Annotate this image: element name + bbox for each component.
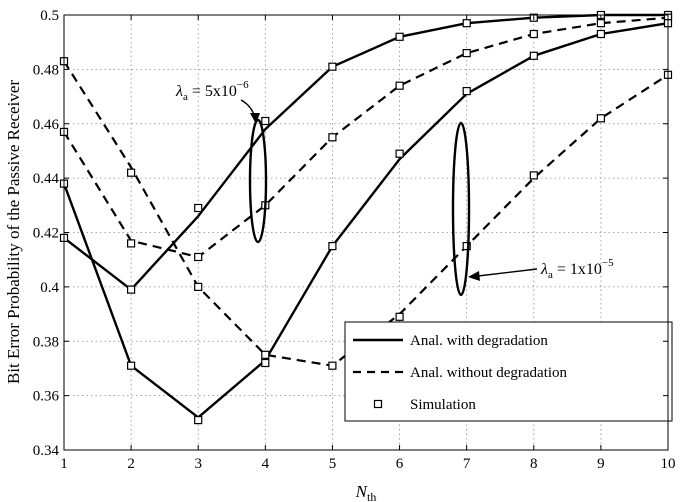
simulation-point — [462, 86, 471, 96]
y-tick-label: 0.46 — [33, 117, 60, 133]
x-tick-label: 6 — [396, 456, 404, 472]
simulation-point — [395, 81, 404, 90]
anno-lambda-symbol: λ — [540, 261, 548, 278]
series-line-solid-lambda-5e-6 — [63, 13, 668, 291]
simulation-point — [194, 203, 203, 213]
x-tick-label: 3 — [194, 456, 202, 472]
x-tick-label: 2 — [127, 456, 135, 472]
x-tick-label: 5 — [329, 456, 337, 472]
annotation-lambda-1e-5: λa = 1x10−5 — [540, 257, 614, 281]
simulation-point — [126, 239, 136, 248]
y-tick-label: 0.48 — [33, 62, 59, 78]
simulation-point — [261, 116, 270, 126]
arrowhead-lambda-5e-6 — [250, 113, 260, 124]
anno-lambda-sub: a — [183, 91, 188, 103]
arrow-lambda-1e-5 — [477, 268, 538, 277]
legend-label-with-degradation: Anal. with degradation — [410, 333, 548, 349]
simulation-point — [395, 32, 404, 41]
anno-lambda-exp: −5 — [602, 257, 614, 269]
simulation-point — [194, 416, 203, 425]
y-tick-label: 0.4 — [40, 280, 59, 296]
anno-lambda-value: = 1x10 — [553, 261, 602, 278]
simulation-point — [462, 19, 471, 28]
simulation-point — [126, 168, 136, 177]
simulation-point — [395, 312, 404, 321]
simulation-point — [126, 361, 136, 370]
simulation-point — [194, 252, 203, 262]
annotation-arrows — [240, 99, 538, 281]
simulation-point — [596, 19, 606, 28]
ellipse-lambda-1e-5 — [451, 121, 471, 297]
simulation-point — [529, 51, 538, 60]
simulation-point — [328, 361, 337, 370]
x-axis-label-sub: th — [367, 490, 376, 502]
anno-lambda-value: = 5x10 — [188, 83, 237, 100]
simulation-point — [261, 350, 270, 359]
ellipse-annotations — [248, 118, 471, 297]
simulation-point — [126, 285, 136, 294]
simulation-point — [462, 242, 471, 251]
simulation-point — [596, 114, 606, 123]
series-line-dashed-lambda-5e-6 — [63, 16, 669, 259]
axis-ticks: 1 2 3 4 5 6 7 8 9 10 0.34 0.36 0.38 0.4 0.42 0.44 0.46 0.… — [33, 8, 676, 472]
simulation-point — [261, 358, 270, 368]
arrowhead-lambda-1e-5 — [468, 271, 480, 281]
y-tick-label: 0.44 — [33, 171, 60, 187]
simulation-point — [395, 149, 404, 158]
simulation-point — [328, 242, 337, 251]
legend-label-simulation: Simulation — [410, 397, 476, 413]
x-axis-label-main: N — [355, 482, 369, 501]
simulation-point — [529, 29, 538, 39]
annotation-lambda-5e-6: λa = 5x10−6 — [175, 79, 249, 103]
x-tick-label: 7 — [463, 456, 471, 472]
x-tick-label: 8 — [530, 456, 538, 472]
simulation-point — [462, 48, 471, 58]
simulation-point — [194, 282, 203, 291]
simulation-point — [596, 29, 606, 39]
simulation-point — [529, 171, 538, 180]
legend: Anal. with degradation Anal. without deg… — [344, 321, 673, 422]
simulation-point — [328, 62, 337, 71]
y-tick-label: 0.34 — [33, 443, 60, 459]
y-tick-label: 0.38 — [33, 334, 59, 350]
anno-lambda-symbol: λ — [175, 83, 183, 100]
y-tick-label: 0.42 — [33, 226, 59, 242]
legend-square-marker — [373, 399, 383, 409]
x-tick-label: 9 — [597, 456, 605, 472]
y-tick-label: 0.36 — [33, 389, 60, 405]
y-tick-label: 0.5 — [40, 8, 59, 24]
anno-lambda-exp: −6 — [237, 79, 249, 91]
legend-label-without-degradation: Anal. without degradation — [410, 365, 568, 381]
series-line-solid-lambda-1e-5 — [62, 22, 669, 419]
x-tick-label: 10 — [661, 456, 676, 472]
y-axis-label: Bit Error Probability of the Passive Rec… — [4, 80, 23, 384]
x-tick-label: 1 — [60, 456, 68, 472]
x-tick-label: 4 — [262, 456, 270, 472]
anno-lambda-sub: a — [548, 269, 553, 281]
ellipse-lambda-5e-6 — [248, 118, 268, 244]
series-line-dashed-lambda-1e-5 — [63, 60, 669, 367]
simulation-point — [328, 133, 337, 142]
x-axis-label: Nth — [355, 482, 377, 502]
